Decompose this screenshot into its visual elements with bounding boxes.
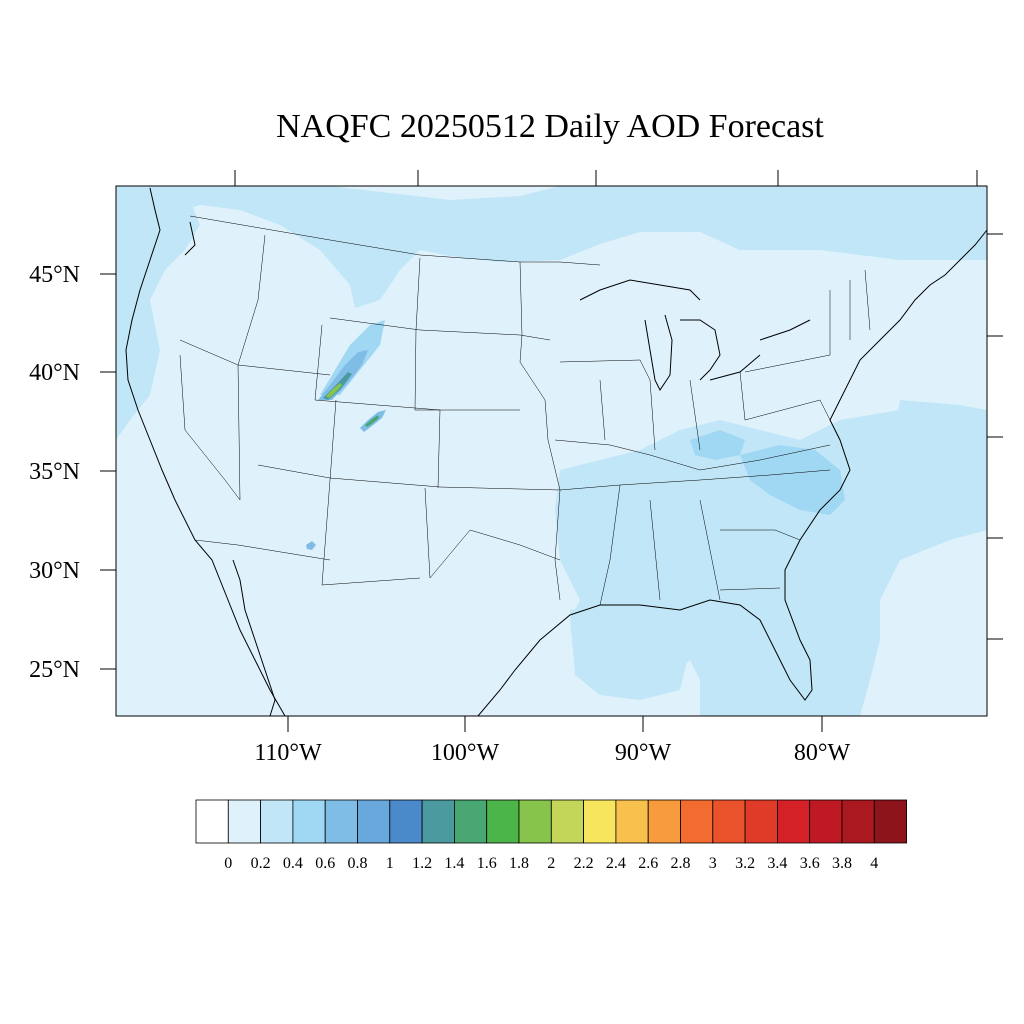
colorbar-swatch	[841, 799, 875, 844]
colorbar-label: 3.4	[767, 855, 787, 872]
colorbar-label: 2	[547, 855, 555, 872]
colorbar-label: 1.4	[444, 855, 464, 872]
colorbar-swatch	[292, 799, 326, 844]
small-plume-nm	[306, 541, 316, 550]
colorbar-swatch	[486, 799, 520, 844]
colorbar-label: 3.8	[832, 855, 852, 872]
colorbar-swatch	[615, 799, 649, 844]
colorbar-label: 0.2	[251, 855, 271, 872]
colorbar-swatch	[453, 799, 488, 844]
colorbar-swatch	[357, 799, 391, 844]
colorbar-label: 4	[870, 855, 878, 872]
colorbar-label: 3	[709, 855, 717, 872]
lon-label: 100°W	[431, 740, 500, 766]
colorbar-label: 2.8	[671, 855, 691, 872]
colorbar-label: 1.8	[509, 855, 529, 872]
northern-colorado-wyoming-smoke	[318, 350, 368, 400]
aod-field	[116, 186, 987, 716]
colorbar-swatch	[550, 799, 584, 844]
colorbar-swatch	[227, 799, 262, 844]
northern-band-haze	[116, 186, 987, 308]
smoke-core-2	[326, 383, 342, 398]
colorbar-swatch	[809, 799, 843, 844]
northwest-haze	[116, 186, 200, 440]
lat-label: 25°N	[29, 657, 80, 683]
colorbar-label: 2.6	[638, 855, 658, 872]
colorbar-label: 1.6	[477, 855, 497, 872]
colorbar-swatch	[583, 799, 617, 844]
atlantic-haze	[890, 400, 987, 525]
colorbar-swatch	[873, 799, 907, 844]
colorbar-swatch	[324, 799, 358, 844]
lat-label: 30°N	[29, 558, 80, 584]
longitude-labels: 110°W 100°W 90°W 80°W	[254, 740, 850, 766]
colorbar-swatch	[744, 799, 778, 844]
colorbar-label: 3.2	[735, 855, 755, 872]
colorbar-label: 0.4	[283, 855, 303, 872]
latitude-labels: 45°N 40°N 35°N 30°N 25°N	[29, 262, 80, 683]
colorbar-swatch	[518, 799, 552, 844]
map-title: NAQFC 20250512 Daily AOD Forecast	[276, 108, 824, 145]
colorbar-swatch	[680, 799, 714, 844]
lat-label: 35°N	[29, 459, 80, 485]
southeast-haze-core	[740, 445, 845, 515]
coastlines	[125, 187, 987, 716]
colorbar-label: 0.8	[348, 855, 368, 872]
colorbar-swatch	[260, 799, 294, 844]
colorbar-label: 3.6	[800, 855, 820, 872]
lat-label: 40°N	[29, 360, 80, 386]
colorbar-swatch	[421, 799, 455, 844]
colorbar-swatch	[712, 799, 746, 844]
colorbar-swatch	[195, 799, 229, 844]
lon-label: 90°W	[615, 740, 672, 766]
colorbar: 0 0.2 0.4 0.6 0.8 1 1.2 1.4 1.6 1.8 2 2.2 2.4 2.6 2.8 3…	[195, 799, 907, 872]
state-borders	[179, 215, 871, 606]
colorbar-label: 0	[224, 855, 232, 872]
colorbar-label: 0.6	[315, 855, 335, 872]
colorbar-label: 2.4	[606, 855, 626, 872]
colorbar-label: 1.2	[412, 855, 432, 872]
map-ticks	[100, 170, 1003, 732]
lon-label: 110°W	[254, 740, 322, 766]
ohio-valley-haze	[690, 430, 745, 460]
colorbar-swatch	[389, 799, 423, 844]
colorbar-swatch	[647, 799, 681, 844]
colorbar-label: 2.2	[574, 855, 594, 872]
lat-label: 45°N	[29, 262, 80, 288]
map-panel: 45°N 40°N 35°N 30°N 25°N 110°W 100°W 90°…	[29, 170, 1003, 766]
gulf-haze	[570, 600, 690, 700]
colorbar-label: 1	[386, 855, 394, 872]
map-frame	[115, 185, 988, 717]
smoke-core-3	[365, 415, 379, 427]
colorbar-swatch	[777, 799, 811, 844]
lon-label: 80°W	[794, 740, 851, 766]
